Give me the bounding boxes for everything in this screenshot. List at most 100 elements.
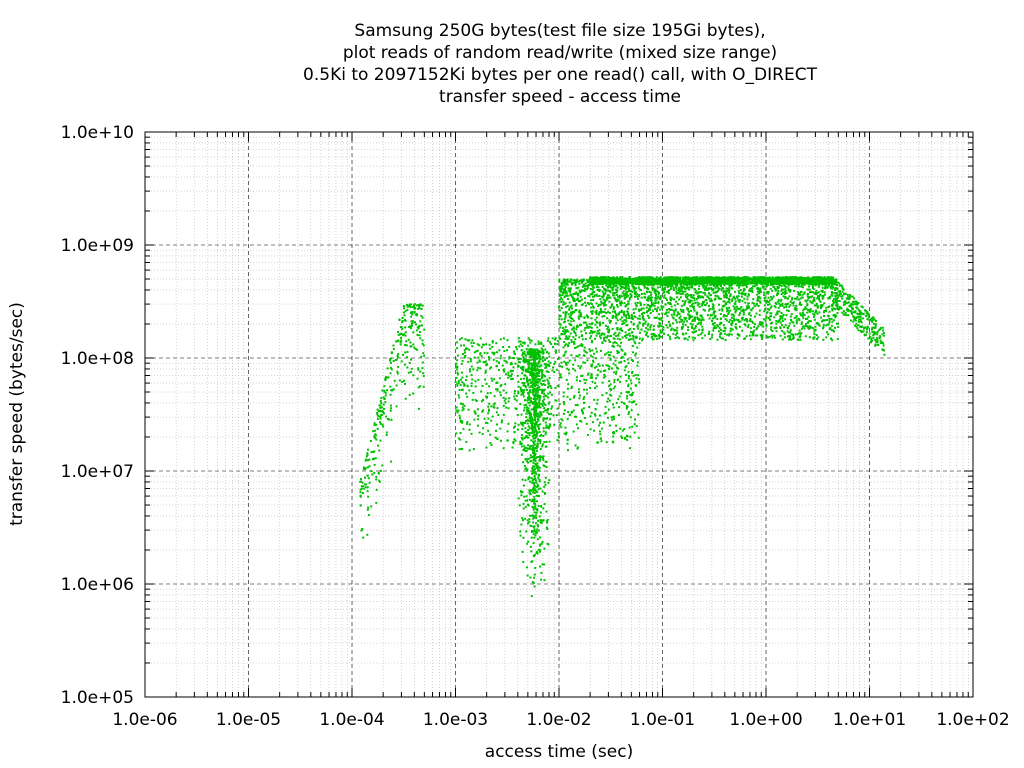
data-point (824, 277, 827, 280)
data-point (563, 340, 566, 343)
data-point (691, 320, 694, 323)
data-point (658, 333, 661, 336)
data-point (787, 284, 790, 287)
data-point (536, 384, 539, 387)
data-point (821, 286, 824, 289)
data-point (540, 505, 543, 508)
data-point (727, 297, 730, 300)
data-point (773, 327, 776, 330)
data-point (459, 431, 462, 434)
data-point (390, 389, 393, 392)
data-point (799, 294, 802, 297)
data-point (702, 291, 705, 294)
data-point (535, 500, 538, 503)
data-point (729, 318, 732, 321)
data-point (708, 293, 711, 296)
data-point (669, 296, 672, 299)
data-point (709, 300, 712, 303)
data-point (610, 305, 613, 308)
data-point (404, 319, 407, 322)
data-point (604, 288, 607, 291)
data-point (662, 305, 665, 308)
data-point (586, 373, 589, 376)
data-point (595, 286, 598, 289)
data-point (575, 355, 578, 358)
data-point (670, 327, 673, 330)
data-point (698, 305, 701, 308)
data-point (613, 371, 616, 374)
data-point (589, 415, 592, 418)
data-point (484, 395, 487, 398)
data-point (533, 530, 536, 533)
data-point (493, 351, 496, 354)
data-point (462, 382, 465, 385)
data-point (834, 301, 837, 304)
data-point (543, 579, 546, 582)
data-point (487, 408, 490, 411)
data-point (798, 301, 801, 304)
data-point (564, 320, 567, 323)
data-point (526, 350, 529, 353)
data-point (536, 374, 539, 377)
data-point (494, 436, 497, 439)
data-point (631, 344, 634, 347)
data-point (593, 398, 596, 401)
data-point (787, 309, 790, 312)
data-point (691, 306, 694, 309)
data-point (515, 346, 518, 349)
data-point (608, 300, 611, 303)
data-point (528, 371, 531, 374)
data-point (527, 353, 530, 356)
data-point (520, 393, 523, 396)
data-point (675, 329, 678, 332)
data-point (455, 409, 458, 412)
data-point (572, 367, 575, 370)
data-point (629, 293, 632, 296)
data-point (618, 395, 621, 398)
data-point (533, 359, 536, 362)
data-point (661, 288, 664, 291)
data-point (596, 374, 599, 377)
data-point (755, 312, 758, 315)
data-point (396, 340, 399, 343)
data-point (582, 412, 585, 415)
data-point (549, 361, 552, 364)
data-point (532, 456, 535, 459)
data-point (519, 440, 522, 443)
data-point (596, 332, 599, 335)
data-point (399, 332, 402, 335)
data-point (533, 475, 536, 478)
data-point (512, 357, 515, 360)
data-point (622, 290, 625, 293)
data-point (526, 468, 529, 471)
data-point (624, 436, 627, 439)
data-point (502, 389, 505, 392)
data-point (540, 571, 543, 574)
data-point (708, 330, 711, 333)
data-point (541, 445, 544, 448)
data-point (582, 278, 585, 281)
data-point (527, 407, 530, 410)
data-point (532, 514, 535, 517)
data-point (392, 344, 395, 347)
data-point (696, 311, 699, 314)
data-point (644, 296, 647, 299)
data-point (496, 389, 499, 392)
data-point (534, 514, 537, 517)
data-point (745, 286, 748, 289)
data-point (748, 319, 751, 322)
data-point (765, 291, 768, 294)
data-point (367, 477, 370, 480)
data-point (658, 297, 661, 300)
data-point (787, 287, 790, 290)
data-point (779, 334, 782, 337)
data-point (603, 353, 606, 356)
data-point (581, 338, 584, 341)
data-point (579, 279, 582, 282)
data-point (413, 303, 416, 306)
data-point (569, 311, 572, 314)
data-point (589, 325, 592, 328)
data-point (554, 361, 557, 364)
data-point (713, 322, 716, 325)
data-point (389, 407, 392, 410)
